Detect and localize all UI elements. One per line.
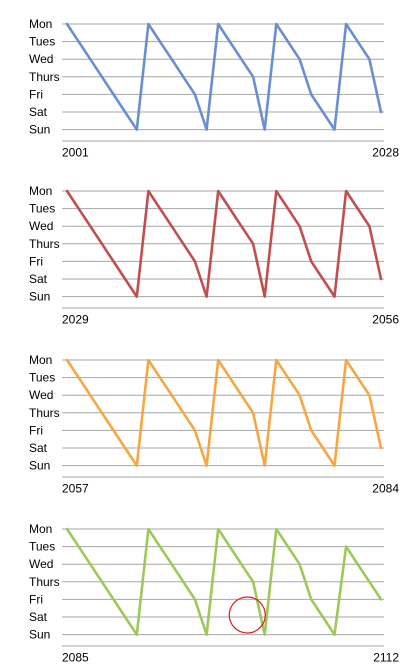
y-tick-label: Sun <box>29 290 50 304</box>
y-tick-label: Fri <box>29 423 43 437</box>
y-tick-label: Fri <box>29 592 43 606</box>
y-tick-label: Mon <box>29 17 52 31</box>
y-tick-label: Mon <box>29 522 52 536</box>
x-tick-label: 2112 <box>373 651 399 665</box>
y-tick-label: Sun <box>29 628 50 642</box>
y-tick-label: Wed <box>29 557 53 571</box>
y-tick-label: Tues <box>29 371 55 385</box>
series-line <box>65 527 383 636</box>
highlight-circle <box>228 596 266 634</box>
x-tick-label: 2084 <box>372 482 399 496</box>
y-tick-label: Sun <box>29 459 50 473</box>
y-tick-label: Sat <box>29 105 48 119</box>
x-tick-label: 2085 <box>62 651 89 665</box>
y-tick-label: Thurs <box>29 406 60 420</box>
y-tick-label: Thurs <box>29 70 60 84</box>
y-tick-label: Tues <box>29 540 55 554</box>
y-tick-label: Fri <box>29 87 43 101</box>
y-tick-label: Wed <box>29 388 53 402</box>
x-tick-label: 2057 <box>62 482 89 496</box>
y-tick-label: Mon <box>29 184 52 198</box>
y-tick-label: Tues <box>29 202 55 216</box>
series-line <box>65 189 383 298</box>
x-tick-label: 2001 <box>62 146 89 160</box>
y-tick-label: Wed <box>29 219 53 233</box>
y-tick-label: Sat <box>29 441 48 455</box>
y-tick-label: Thurs <box>29 575 60 589</box>
series-line <box>65 22 383 131</box>
chart-panel-1: Mon Tues Wed Thurs Fri Sat Sun 2001 2028 <box>29 17 399 160</box>
chart-panel-4: Mon Tues Wed Thurs Fri Sat Sun 2085 2112 <box>29 522 399 665</box>
series-line <box>65 358 383 467</box>
x-tick-label: 2028 <box>372 146 399 160</box>
y-tick-label: Sat <box>29 272 48 286</box>
y-tick-label: Sun <box>29 123 50 137</box>
y-tick-label: Sat <box>29 610 48 624</box>
chart-panel-3: Mon Tues Wed Thurs Fri Sat Sun 2057 2084 <box>29 353 399 496</box>
x-tick-label: 2056 <box>372 313 399 327</box>
y-tick-label: Fri <box>29 254 43 268</box>
y-tick-label: Mon <box>29 353 52 367</box>
chart-panel-2: Mon Tues Wed Thurs Fri Sat Sun 2029 2056 <box>29 184 399 327</box>
y-tick-label: Tues <box>29 35 55 49</box>
x-tick-label: 2029 <box>62 313 89 327</box>
y-tick-label: Thurs <box>29 237 60 251</box>
y-tick-label: Wed <box>29 52 53 66</box>
